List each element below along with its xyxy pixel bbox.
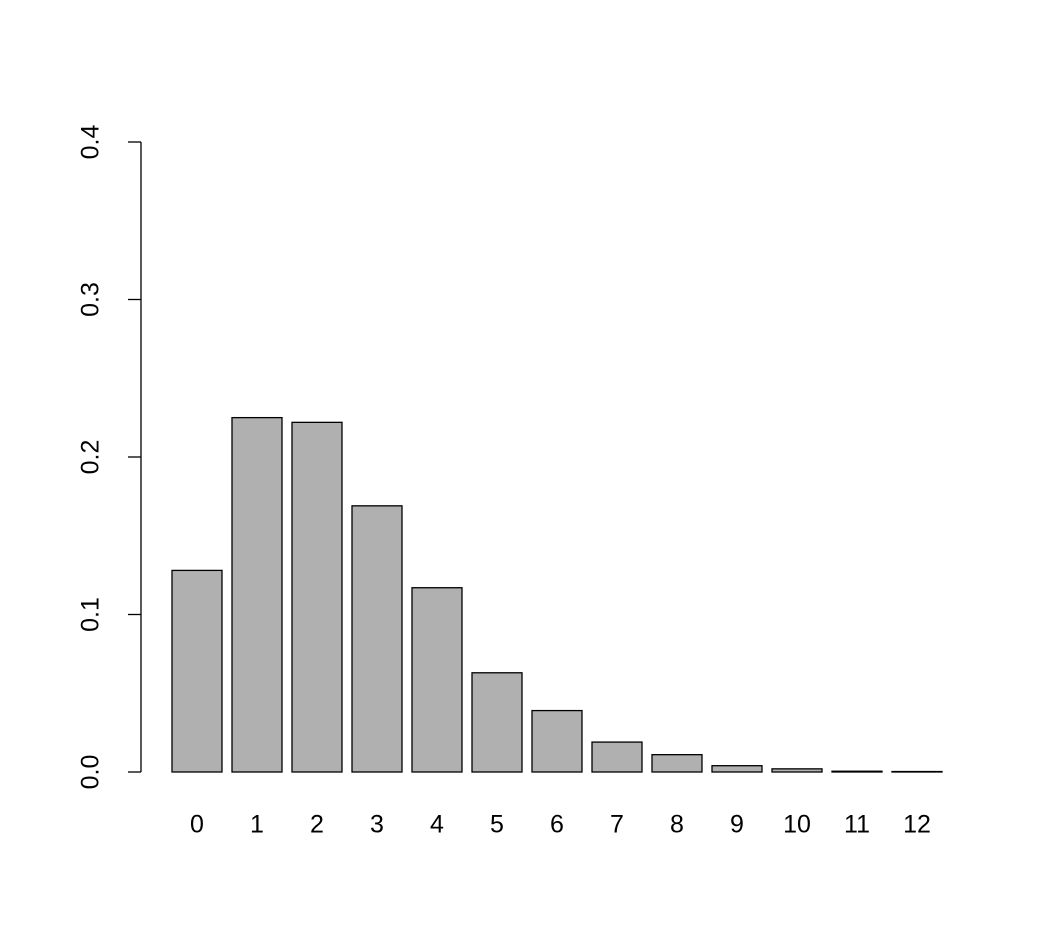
y-tick-label: 0.1 [77, 597, 105, 632]
bar [591, 741, 643, 773]
x-tick-label: 8 [670, 811, 684, 839]
y-tick-label: 0.0 [77, 755, 105, 790]
x-tick-label: 9 [730, 811, 744, 839]
bar [411, 587, 463, 773]
x-tick-label: 12 [903, 811, 931, 839]
bar [291, 421, 343, 773]
x-tick-label: 5 [490, 811, 504, 839]
bar [771, 768, 823, 773]
x-tick-label: 0 [190, 811, 204, 839]
y-tick-label: 0.4 [77, 125, 105, 160]
bar [471, 672, 523, 773]
x-tick-label: 1 [250, 811, 264, 839]
x-tick-label: 2 [310, 811, 324, 839]
bar [231, 416, 283, 773]
y-tick-label: 0.2 [77, 440, 105, 475]
y-tick-label: 0.3 [77, 282, 105, 317]
bar [711, 765, 763, 773]
x-tick-label: 6 [550, 811, 564, 839]
bar [351, 505, 403, 773]
x-tick-label: 7 [610, 811, 624, 839]
x-tick-label: 4 [430, 811, 444, 839]
bar [831, 770, 883, 773]
bar [651, 754, 703, 773]
bar [531, 709, 583, 773]
x-tick-label: 3 [370, 811, 384, 839]
x-tick-label: 10 [783, 811, 811, 839]
x-tick-label: 11 [844, 811, 870, 839]
bar [171, 569, 223, 773]
